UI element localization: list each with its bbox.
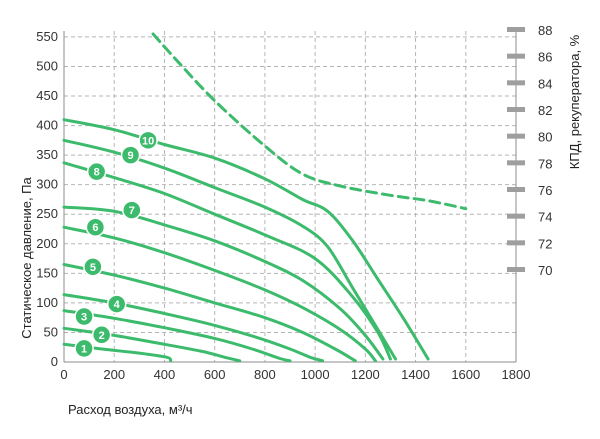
x-axis-title: Расход воздуха, м³/ч [68, 402, 193, 417]
curve-badge-4 [106, 294, 127, 314]
y-tick-label: 0 [51, 354, 58, 369]
x-tick-label: 800 [254, 367, 276, 382]
y2-tick-mark [507, 267, 525, 272]
y2-tick-label: 82 [538, 103, 552, 118]
y2-tick-mark [507, 80, 525, 86]
x-tick-label: 0 [60, 367, 67, 382]
curve-badge-label: 9 [127, 150, 133, 162]
y2-tick-mark [507, 187, 525, 192]
y-tick-label: 450 [36, 88, 58, 103]
x-tick-label: 600 [204, 367, 226, 382]
y2-tick-label: 84 [538, 76, 552, 91]
curve-badge-7 [122, 200, 142, 220]
curve-badge-label: 1 [81, 343, 87, 355]
curve-badge-label: 10 [142, 135, 154, 147]
x-tick-label: 1200 [351, 367, 380, 382]
y2-tick-label: 76 [538, 183, 552, 198]
y2-tick-mark [507, 107, 525, 112]
fan-curve-6 [62, 225, 377, 363]
y2-tick-mark [507, 27, 525, 32]
curve-badge-label: 4 [114, 299, 121, 311]
curve-badge-label: 8 [94, 167, 100, 179]
x-tick-label: 1000 [301, 367, 330, 382]
y2-tick-mark [507, 53, 525, 59]
curve-badge-label: 2 [99, 330, 105, 342]
y-axis-title: Статическое давление, Па [19, 177, 34, 339]
curve-badge-1 [74, 338, 94, 359]
efficiency-curve [151, 32, 468, 211]
x-tick-label: 200 [103, 367, 125, 382]
fan-curve-8 [62, 161, 392, 361]
y2-axis-title: КПД, рекуператора, % [567, 34, 582, 169]
curve-badge-6 [85, 217, 106, 237]
curve-badge-label: 6 [92, 222, 98, 234]
x-tick-label: 1800 [502, 367, 531, 382]
y-tick-label: 100 [36, 295, 58, 310]
fan-curve-3 [62, 309, 292, 363]
y2-tick-label: 78 [538, 156, 552, 171]
y-tick-label: 250 [36, 206, 58, 221]
y-tick-label: 50 [44, 324, 58, 339]
y2-tick-mark [507, 133, 525, 139]
curve-badge-9 [120, 145, 141, 165]
y2-tick-mark [507, 213, 525, 219]
grid-layer [63, 31, 517, 363]
fan-curve-9 [62, 138, 397, 361]
y-tick-label: 350 [36, 147, 58, 162]
x-tick-label: 400 [154, 367, 176, 382]
y2-tick-label: 72 [538, 236, 552, 251]
curve-badge-label: 5 [90, 262, 96, 274]
curve-badge-2 [91, 325, 112, 345]
y-tick-label: 400 [36, 118, 58, 133]
y-tick-label: 300 [36, 177, 58, 192]
y2-tick-label: 88 [538, 23, 552, 38]
right-axis-layer: 70 72 74 76 78 80 82 84 86 88 [507, 23, 552, 278]
y2-tick-mark [507, 160, 525, 166]
x-tick-label: 1400 [401, 367, 430, 382]
curve-badge-5 [83, 257, 103, 277]
curve-badge-label: 3 [81, 311, 87, 323]
tick-layer: 0 200 400 600 800 1000 1200 1400 1600 18000501001… [36, 29, 530, 382]
curve-badge-8 [86, 161, 107, 182]
badge-layer: 123 4 5 6 7 8 9 10 [74, 130, 158, 359]
y-tick-label: 200 [36, 236, 58, 251]
y-tick-label: 150 [36, 265, 58, 280]
x-tick-label: 1600 [451, 367, 480, 382]
curve-badge-10 [138, 130, 158, 151]
y2-tick-label: 70 [538, 263, 552, 278]
y2-tick-label: 86 [538, 50, 552, 65]
y2-tick-label: 80 [538, 130, 552, 145]
y2-tick-label: 74 [538, 210, 552, 225]
y-tick-label: 500 [36, 58, 58, 73]
curve-badge-label: 7 [129, 205, 135, 217]
curve-badge-3 [74, 306, 94, 327]
y2-tick-mark [507, 240, 525, 246]
fan-curve-5 [62, 263, 357, 363]
y-tick-label: 550 [36, 29, 58, 44]
